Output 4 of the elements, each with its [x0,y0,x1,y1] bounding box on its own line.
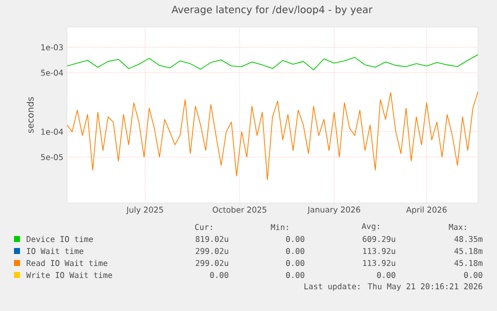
line-series [67,91,478,180]
line-series [67,54,478,70]
chart-title: Average latency for /dev/loop4 - by year [172,6,372,16]
y-axis-title: seconds [26,97,34,133]
